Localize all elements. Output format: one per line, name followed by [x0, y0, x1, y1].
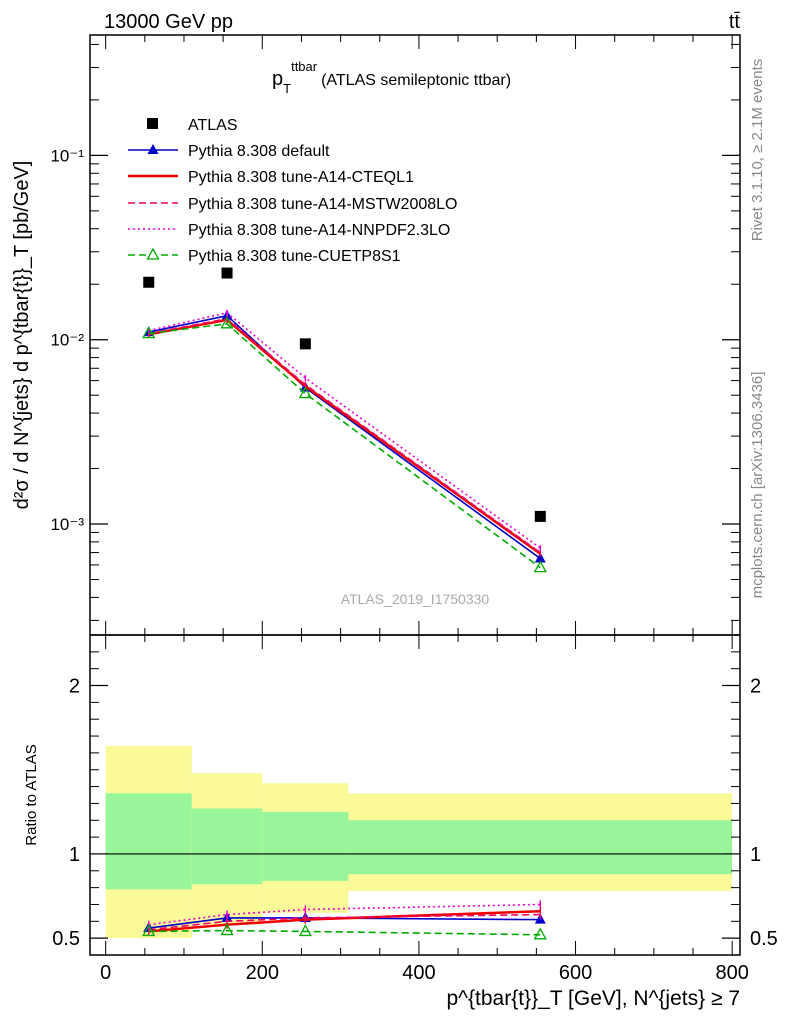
ratio-inner-band-1: [191, 808, 263, 885]
x-tick-label: 600: [559, 962, 592, 984]
ratio-series-point-4: [298, 924, 312, 937]
ratio-inner-band-3: [348, 820, 733, 875]
ratio-plot-frame: [89, 634, 741, 956]
ratio-series-point-4: [220, 923, 234, 936]
main-y-tick-label: 10⁻¹: [50, 146, 84, 165]
main-series-line-0: [148, 314, 541, 560]
ratio-series-line-0: [148, 917, 541, 929]
ratio-y-axis-label: Ratio to ATLAS: [23, 744, 40, 845]
main-y-tick-label: 10⁻²: [50, 331, 84, 350]
main-series-point-4: [298, 386, 312, 399]
x-tick-label: 0: [100, 962, 111, 984]
legend: ATLAS Pythia 8.308 default Pythia 8.308 tu…: [128, 117, 457, 265]
ratio-y-tick-label-right: 2: [750, 676, 761, 698]
ratio-series-layer: [142, 900, 547, 940]
atlas-data-point: [534, 510, 546, 522]
atlas-data-point: [221, 267, 233, 279]
ratio-y-tick-label-right: 0.5: [750, 928, 778, 950]
x-tick-label: 800: [715, 962, 748, 984]
ratio-series-point-4: [533, 927, 547, 940]
process-label: tt̄: [729, 11, 741, 33]
main-y-axis-label: d²σ / d N^{jets} d p^{tbar{t}}_T [pb/GeV…: [11, 161, 33, 510]
watermark: ATLAS_2019_I1750330: [341, 591, 490, 607]
legend-atlas-marker: [147, 118, 158, 129]
legend-label-atlas: ATLAS: [188, 117, 238, 134]
ratio-y-tick-label: 1: [69, 844, 80, 866]
rivet-label: Rivet 3.1.10, ≥ 2.1M events: [749, 59, 766, 242]
main-series-line-2: [148, 317, 541, 554]
legend-marker-4: [146, 247, 160, 260]
legend-label-2: Pythia 8.308 tune-A14-MSTW2008LO: [188, 196, 457, 213]
x-axis-label: p^{tbar{t}}_T [GeV], N^{jets} ≥ 7: [446, 987, 740, 1010]
main-series-line-4: [148, 322, 541, 569]
legend-label-4: Pythia 8.308 tune-CUETP8S1: [188, 248, 401, 265]
ratio-series-line-2: [148, 913, 541, 931]
legend-label-1: Pythia 8.308 tune-A14-CTEQL1: [188, 169, 414, 186]
ratio-series-line-1: [148, 909, 541, 933]
main-series-point-0: [534, 552, 546, 563]
main-series-point-4: [220, 316, 234, 329]
ratio-axis-ticks: 0.5 0.5 1 1 2 2 0 200 400 600 800: [52, 635, 778, 984]
main-series-point-4: [142, 326, 156, 339]
main-series-point-4: [533, 560, 547, 573]
ratio-y-tick-label: 2: [69, 676, 80, 698]
ratio-inner-band-0: [105, 793, 192, 890]
ratio-bands-layer: [90, 746, 740, 939]
ratio-y-tick-label-right: 1: [750, 844, 761, 866]
legend-label-3: Pythia 8.308 tune-A14-NNPDF2.3LO: [188, 222, 450, 239]
x-tick-label: 200: [246, 962, 279, 984]
ratio-series-line-4: [148, 929, 541, 936]
main-axis-ticks: 10⁻¹ 10⁻² 10⁻³: [50, 35, 740, 635]
main-series-line-3: [148, 311, 541, 549]
main-y-tick-label: 10⁻³: [50, 515, 84, 534]
main-series-layer: [142, 267, 547, 573]
x-tick-label: 400: [402, 962, 435, 984]
main-title: pTttbar(ATLAS semileptonic ttbar): [272, 59, 511, 96]
legend-label-0: Pythia 8.308 default: [188, 143, 330, 160]
mcplots-label: mcplots.cern.ch [arXiv:1306.3436]: [749, 372, 766, 599]
atlas-data-point: [299, 338, 311, 350]
ratio-series-point-4: [142, 924, 156, 937]
ratio-inner-band-2: [262, 811, 349, 881]
legend-marker-0: [147, 144, 159, 154]
energy-label: 13000 GeV pp: [104, 11, 233, 33]
ratio-y-tick-label: 0.5: [52, 928, 80, 950]
ratio-series-point-0: [534, 913, 546, 924]
atlas-data-point: [143, 276, 155, 288]
main-series-line-1: [148, 318, 542, 555]
